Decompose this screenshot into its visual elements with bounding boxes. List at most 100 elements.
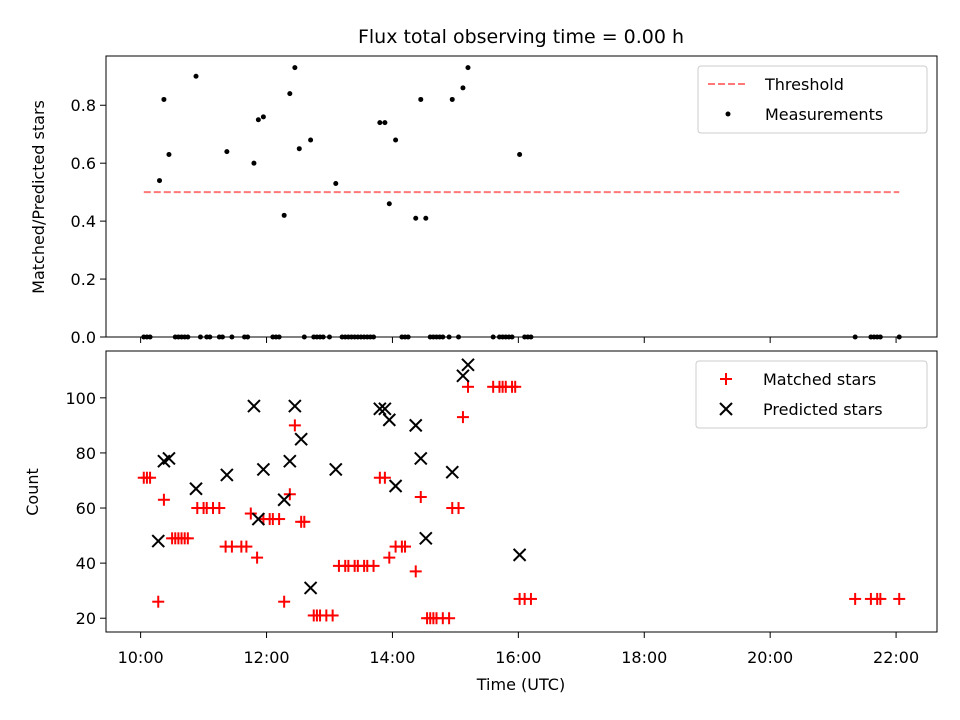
x-stroke-2 — [288, 399, 302, 413]
top-y-ticks: 0.0 0.2 0.4 0.6 0.8 — [71, 96, 106, 347]
predicted-star-marker — [512, 548, 527, 562]
matched-star-marker — [240, 540, 253, 553]
predicted-star-marker — [409, 418, 423, 433]
predicted-star-marker — [329, 462, 343, 477]
predicted-star-marker — [189, 482, 203, 496]
measurement-point — [413, 215, 419, 221]
predicted-star-marker — [288, 399, 302, 413]
top-y-tick-label: 0.0 — [71, 328, 96, 347]
x-stroke-2 — [445, 465, 459, 479]
x-stroke-2 — [419, 531, 433, 546]
measurement-point — [386, 201, 392, 207]
matched-star-marker — [509, 380, 522, 393]
matched-star-marker — [298, 515, 311, 528]
bottom-y-tick-label: 40 — [76, 554, 96, 573]
measurement-point — [255, 117, 261, 123]
measurement-point — [260, 114, 266, 120]
matched-star-marker — [251, 551, 264, 564]
measurement-point — [296, 146, 302, 152]
predicted-star-marker — [251, 512, 266, 526]
matched-star-marker — [213, 502, 226, 515]
matched-star-marker — [456, 411, 469, 424]
x-stroke-2 — [409, 418, 423, 433]
bottom-y-tick-label: 80 — [76, 444, 96, 463]
matched-star-marker — [874, 592, 887, 605]
bottom-x-tick-label: 18:00 — [621, 648, 667, 667]
measurement-point — [193, 73, 199, 79]
matched-star-marker — [378, 471, 391, 484]
measurement-point — [460, 85, 466, 91]
x-stroke-2 — [247, 399, 261, 413]
x-stroke-2 — [162, 451, 176, 466]
matched-star-marker — [278, 595, 291, 608]
measurement-point — [224, 149, 230, 155]
bottom-y-tick-label: 60 — [76, 499, 96, 518]
bottom-x-tick-label: 16:00 — [495, 648, 541, 667]
matched-star-marker — [367, 559, 380, 572]
predicted-star-marker — [256, 462, 271, 477]
matched-star-marker — [326, 609, 339, 622]
predicted-star-marker — [461, 358, 475, 372]
bottom-legend: Matched stars Predicted stars — [695, 360, 928, 429]
predicted-star-marker — [283, 454, 297, 468]
predicted-star-marker — [456, 369, 470, 383]
bottom-legend-box — [695, 360, 928, 429]
bottom-y-tick-label: 100 — [65, 389, 96, 408]
matched-star-marker — [144, 471, 157, 484]
measurement-point — [418, 96, 424, 102]
measurement-point — [423, 215, 429, 221]
x-stroke-2 — [329, 462, 343, 477]
matched-star-marker — [181, 532, 194, 545]
matched-legend-swatch — [720, 373, 732, 385]
measurement-point — [251, 160, 257, 166]
predicted-legend-swatch — [719, 402, 733, 416]
measurement-point — [166, 151, 172, 157]
matched-star-marker — [244, 507, 257, 520]
bottom-x-tick-label: 12:00 — [243, 648, 289, 667]
matched-star-marker — [409, 565, 422, 578]
predicted-star-marker — [378, 402, 392, 416]
measurement-point — [308, 137, 314, 143]
top-subplot: Flux total observing time = 0.00 h 0.00.… — [29, 26, 938, 347]
matched-star-marker — [157, 493, 170, 506]
top-x-ticks — [140, 337, 897, 343]
x-stroke-2 — [378, 402, 392, 416]
bottom-x-ticks: 10:00 12:00 14:00 16:00 18:00 20:00 22:00 — [118, 632, 919, 667]
x-stroke-2 — [461, 358, 475, 372]
measurement-point — [292, 65, 298, 71]
measurement-point — [161, 96, 167, 102]
measurement-point — [449, 96, 455, 102]
x-stroke-2 — [189, 482, 203, 496]
legend-measurements-label: Measurements — [765, 105, 883, 124]
matched-star-marker — [399, 540, 412, 553]
measurement-point — [333, 180, 339, 186]
bottom-axes-frame — [105, 350, 938, 633]
predicted-star-marker — [162, 451, 176, 466]
predicted-star-marker — [294, 432, 308, 446]
x-stroke-2 — [283, 454, 297, 468]
bottom-x-tick-label: 14:00 — [369, 648, 415, 667]
bottom-x-tick-label: 20:00 — [747, 648, 793, 667]
matched-star-marker — [152, 595, 165, 608]
x-stroke-2 — [414, 451, 428, 466]
x-stroke-2 — [256, 462, 271, 477]
measurement-point — [382, 120, 388, 126]
predicted-star-marker — [388, 479, 403, 493]
matched-star-marker — [461, 380, 474, 393]
x-stroke-2 — [251, 512, 266, 526]
x-stroke-2 — [294, 432, 308, 446]
bottom-y-axis-label: Count — [23, 468, 42, 516]
x-stroke-2 — [303, 581, 318, 595]
x-stroke-2 — [373, 402, 387, 416]
x-stroke-2 — [388, 479, 403, 493]
measurement-point — [517, 151, 523, 157]
x-stroke-2 — [277, 493, 291, 507]
bottom-y-tick-label: 20 — [76, 609, 96, 628]
top-y-axis-label: Matched/Predicted stars — [29, 100, 48, 294]
matched-star-marker — [273, 513, 286, 526]
matched-star-marker — [443, 612, 456, 625]
measurements-legend-swatch — [725, 111, 731, 117]
legend-threshold-label: Threshold — [764, 75, 844, 94]
predicted-star-marker — [419, 531, 433, 546]
